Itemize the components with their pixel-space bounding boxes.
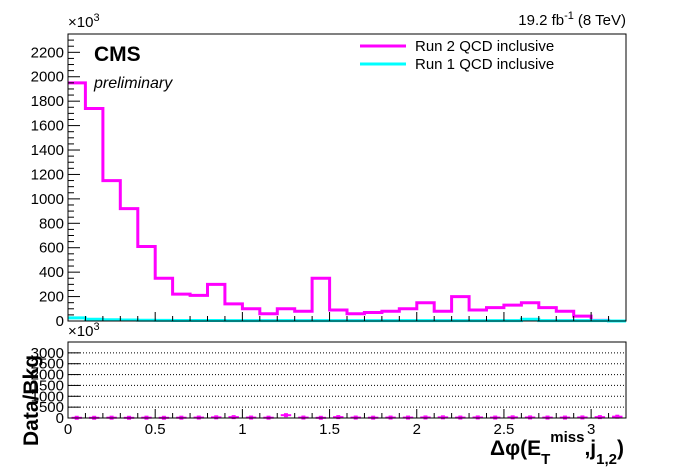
legend-label-run1: Run 1 QCD inclusive (415, 56, 554, 73)
ratio-point (214, 415, 219, 420)
x-tick-label: 2.5 (494, 421, 515, 438)
luminosity-label: 19.2 fb-1 (8 TeV) (518, 10, 626, 29)
main-y-tick-label: 600 (39, 240, 64, 257)
legend-label-run2: Run 2 QCD inclusive (415, 38, 554, 55)
main-y-tick-label: 1800 (31, 93, 64, 110)
x-tick-label: 3 (587, 421, 595, 438)
legend: Run 2 QCD inclusive Run 1 QCD inclusive (360, 38, 554, 73)
ratio-point (475, 415, 480, 420)
ratio-y-tick-label: 2000 (31, 367, 64, 384)
ratio-y-tick-label: 500 (39, 399, 64, 416)
main-y-tick-label: 800 (39, 215, 64, 232)
ratio-y-tick-label: 1500 (31, 377, 64, 394)
main-y-tick-label: 400 (39, 264, 64, 281)
series-run2-qcd-line (68, 81, 626, 323)
ratio-point (597, 415, 602, 420)
preliminary-label: preliminary (93, 75, 173, 92)
x-tick-label: 0.5 (145, 421, 166, 438)
ratio-y-tick-label: 3000 (31, 345, 64, 362)
ratio-y-tick-label: 2500 (31, 356, 64, 373)
main-y-tick-label: 2200 (31, 44, 64, 61)
ratio-y-multiplier: ×103 (68, 321, 100, 340)
y-multiplier: ×103 (68, 12, 100, 31)
ratio-point (423, 415, 428, 420)
main-y-tick-label: 1000 (31, 191, 64, 208)
ratio-point (528, 415, 533, 420)
main-plot-panel: 0 200 400 600 800 1000 1200 1400 1600 1800 2000 220… (31, 10, 627, 330)
ratio-frame (67, 341, 627, 419)
x-tick-label: 1.5 (319, 421, 340, 438)
ratio-point (440, 415, 445, 420)
ratio-y-axis-label: Data/Bkg (20, 355, 43, 446)
x-axis-label: Δφ(ETmiss,j1,2) (490, 429, 624, 468)
main-y-tick-label: 200 (39, 289, 64, 306)
cms-label: CMS (94, 43, 141, 66)
main-y-tick-label: 1400 (31, 142, 64, 159)
ratio-point (510, 415, 515, 420)
ratio-point (283, 413, 288, 418)
main-y-tick-label: 0 (56, 313, 64, 330)
x-tick-label: 2 (413, 421, 421, 438)
ratio-point (615, 414, 620, 419)
main-y-tick-label: 1200 (31, 166, 64, 183)
main-y-tick-label: 2000 (31, 69, 64, 86)
main-frame (67, 33, 627, 322)
ratio-y-tick-label: 1000 (31, 388, 64, 405)
ratio-y-tick-label: 0 (56, 410, 64, 427)
main-y-tick-label: 1600 (31, 118, 64, 135)
ratio-point (580, 415, 585, 420)
x-tick-label: 0 (64, 421, 72, 438)
ratio-point (231, 415, 236, 420)
x-tick-label: 1 (238, 421, 246, 438)
ratio-point (336, 415, 341, 420)
